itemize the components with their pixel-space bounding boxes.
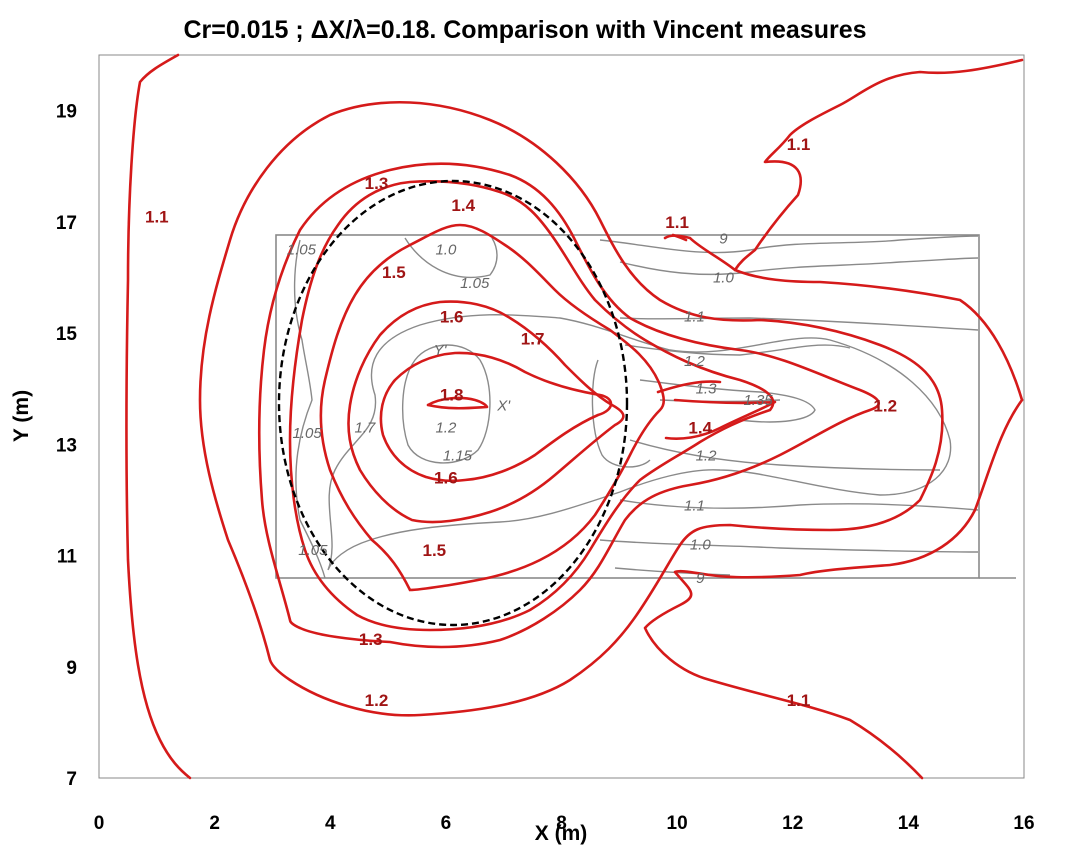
measured-contour-line xyxy=(619,317,979,331)
y-tick-label: 9 xyxy=(66,658,77,679)
measured-contour-line xyxy=(401,344,491,464)
measured-contour-label: 1.2 xyxy=(684,353,706,370)
x-axis-ticks: 0 2 4 6 8 10 12 14 16 xyxy=(94,813,1035,834)
y-tick-label: 7 xyxy=(66,769,77,790)
x-tick-label: 4 xyxy=(325,813,336,834)
measured-contour-labels: 1.05 1.01.05Y'X'1.21.151.71.051.0591.01.1… xyxy=(287,231,774,587)
measured-contour-label: 1.1 xyxy=(684,308,705,325)
measured-contour-label: 9 xyxy=(719,231,728,248)
measured-contour-line xyxy=(619,499,979,511)
measured-contour-label: 1.2 xyxy=(435,420,457,437)
x-tick-label: 12 xyxy=(782,813,803,834)
measured-contour-label: 1.35 xyxy=(743,392,773,409)
computed-contour-label: 1.1 xyxy=(787,135,811,154)
computed-contour-line xyxy=(125,53,192,780)
measured-contour-label: 1.0 xyxy=(435,242,457,259)
measured-contour-label: 9 xyxy=(696,570,705,587)
computed-contour-line xyxy=(664,398,777,440)
computed-contour-label: 1.5 xyxy=(422,541,446,560)
computed-contours xyxy=(125,53,1024,780)
computed-contour-line xyxy=(656,380,722,394)
measurement-area-box xyxy=(275,234,980,579)
x-tick-label: 0 xyxy=(94,813,105,834)
dashed-ellipse xyxy=(277,179,629,627)
computed-contour-label: 1.7 xyxy=(521,330,545,349)
measured-contour-label: 1.3 xyxy=(696,381,718,398)
computed-contour-label: 1.5 xyxy=(382,263,406,282)
measured-contour-label: 1.05 xyxy=(298,542,328,559)
y-tick-label: 11 xyxy=(57,547,78,568)
measured-contour-label: X' xyxy=(496,397,511,414)
computed-contour-line xyxy=(663,58,1024,272)
x-tick-label: 8 xyxy=(556,813,567,834)
measured-contour-line xyxy=(599,235,979,254)
measured-contours xyxy=(275,234,1016,579)
computed-contour-label: 1.6 xyxy=(434,469,458,488)
measured-contour-line xyxy=(404,237,498,279)
measured-contour-label: 1.2 xyxy=(696,447,718,464)
y-tick-label: 19 xyxy=(56,102,77,123)
computed-contour-label: 1.1 xyxy=(145,207,169,226)
computed-contour-label: 1.2 xyxy=(873,396,897,415)
computed-contour-line xyxy=(198,101,944,717)
measured-contour-label: 1.7 xyxy=(355,420,377,437)
measured-contour-line xyxy=(629,439,941,471)
measured-contour-line xyxy=(591,359,651,468)
chart-title: Cr=0.015 ; ΔX/λ=0.18. Comparison with Vi… xyxy=(183,16,866,44)
x-tick-label: 14 xyxy=(898,813,920,834)
computed-contour-labels: 1.1 1.1 1.1 1.1 1.2 1.2 1.3 1.3 1.4 1.4 1.5 1.5 1.6 1… xyxy=(145,135,897,710)
measured-contour-line xyxy=(327,314,952,571)
x-tick-label: 10 xyxy=(667,813,688,834)
plot-area xyxy=(98,54,1025,779)
measured-contour-label: 1.05 xyxy=(293,425,323,442)
x-axis-label: X (m) xyxy=(535,822,588,845)
computed-contour-line xyxy=(319,223,666,592)
x-tick-label: 2 xyxy=(209,813,220,834)
computed-contour-label: 1.3 xyxy=(365,174,389,193)
y-tick-label: 13 xyxy=(56,435,77,456)
measured-contour-line xyxy=(619,257,979,276)
measured-contour-label: 1.0 xyxy=(713,269,735,286)
measured-contour-line xyxy=(639,379,816,423)
computed-contour-line xyxy=(643,398,1024,780)
computed-contour-label: 1.6 xyxy=(440,307,464,326)
computed-contour-line xyxy=(257,162,881,649)
measured-contour-label: 1.1 xyxy=(684,497,705,514)
x-tick-label: 16 xyxy=(1013,813,1034,834)
computed-contour-label: 1.2 xyxy=(365,691,389,710)
computed-contour-label: 1.3 xyxy=(359,630,383,649)
computed-contour-line xyxy=(426,396,489,410)
computed-contour-line xyxy=(379,351,613,483)
measured-contour-label: Y' xyxy=(434,342,448,359)
measured-contour-line xyxy=(599,539,979,553)
computed-contour-label: 1.4 xyxy=(688,419,712,438)
computed-contour-label: 1.1 xyxy=(787,691,811,710)
computed-contour-line xyxy=(288,180,775,632)
computed-contour-line xyxy=(347,300,625,524)
measured-contour-line xyxy=(293,239,326,579)
computed-contour-line xyxy=(733,268,1024,402)
measured-contour-label: 1.05 xyxy=(460,275,490,292)
x-tick-label: 6 xyxy=(441,813,452,834)
measured-contour-label: 1.15 xyxy=(443,447,473,464)
measured-contour-line xyxy=(624,344,851,356)
y-tick-label: 15 xyxy=(56,324,78,345)
y-axis-ticks: 7 9 11 13 15 17 19 xyxy=(56,102,78,790)
computed-contour-line xyxy=(671,233,688,242)
measured-contour-label: 1.0 xyxy=(690,536,712,553)
computed-contour-label: 1.1 xyxy=(665,213,689,232)
measured-contour-label: 1.05 xyxy=(287,242,317,259)
y-axis-label: Y (m) xyxy=(10,390,33,442)
y-tick-label: 17 xyxy=(56,213,77,234)
computed-contour-label: 1.4 xyxy=(451,196,475,215)
computed-contour-label: 1.8 xyxy=(440,385,464,404)
